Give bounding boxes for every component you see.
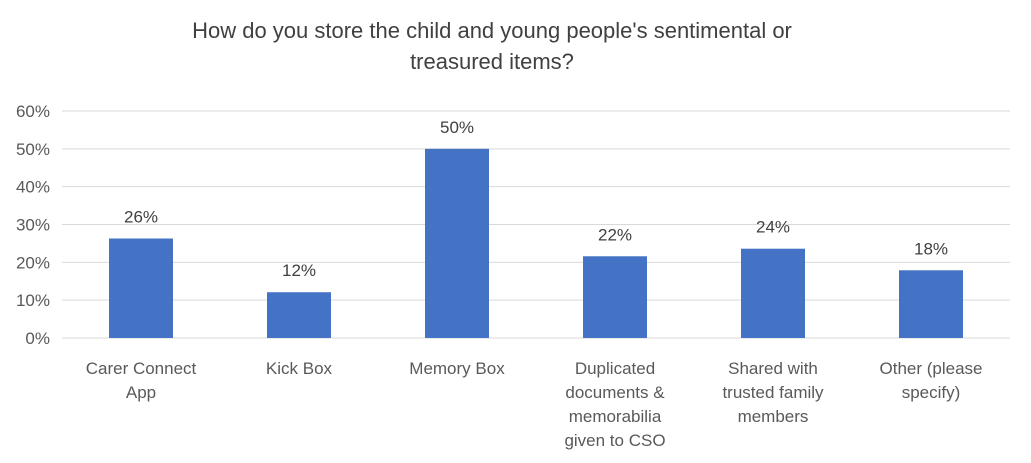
data-label: 26% [124, 207, 158, 226]
bars [109, 148, 963, 338]
gridlines [62, 110, 1010, 339]
category-label: Memory Box [409, 359, 505, 378]
y-axis-ticks: 0% 10% 20% 30% 40% 50% 60% [16, 102, 50, 348]
y-tick-label: 30% [16, 216, 50, 235]
data-label: 22% [598, 225, 632, 244]
bar [741, 248, 805, 338]
y-tick-label: 40% [16, 178, 50, 197]
bar [267, 292, 331, 338]
data-label: 12% [282, 261, 316, 280]
y-tick-label: 10% [16, 291, 50, 310]
bar [425, 148, 489, 338]
chart-title-line: How do you store the child and young peo… [192, 18, 792, 43]
chart-title-line: treasured items? [410, 49, 574, 74]
y-tick-label: 60% [16, 102, 50, 121]
bar [899, 270, 963, 338]
y-tick-label: 20% [16, 253, 50, 272]
x-axis-categories: Carer Connect App Kick Box Memory Box Duplic… [86, 359, 983, 450]
data-label: 50% [440, 118, 474, 137]
category-label: Duplicated documents & memorabilia given to… [564, 359, 665, 450]
chart-title: How do you store the child and young peo… [192, 18, 792, 74]
bar [109, 238, 173, 338]
data-label: 18% [914, 239, 948, 258]
y-tick-label: 0% [25, 329, 50, 348]
bar [583, 256, 647, 338]
category-label: Carer Connect App [86, 359, 197, 402]
y-tick-label: 50% [16, 140, 50, 159]
category-label: Shared with trusted family members [722, 359, 824, 426]
data-labels: 26% 12% 50% 22% 24% 18% [124, 118, 948, 280]
data-label: 24% [756, 218, 790, 237]
category-label: Kick Box [266, 359, 333, 378]
category-label: Other (please specify) [880, 359, 983, 402]
